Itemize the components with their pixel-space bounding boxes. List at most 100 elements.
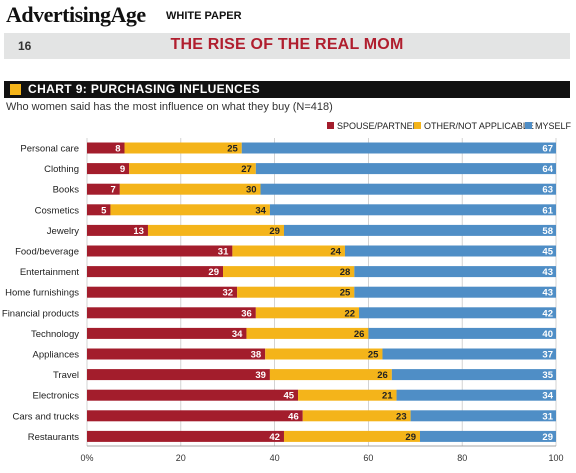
bar-segment bbox=[87, 389, 299, 401]
data-label: 7 bbox=[111, 185, 116, 196]
data-label: 67 bbox=[542, 144, 553, 155]
bar-segment bbox=[119, 183, 261, 195]
bar-segment bbox=[269, 204, 556, 216]
bar-segment bbox=[368, 327, 556, 339]
data-label: 58 bbox=[542, 226, 553, 237]
bar-segment bbox=[129, 163, 256, 175]
data-label: 13 bbox=[133, 226, 144, 237]
x-tick-label: 40 bbox=[270, 453, 280, 463]
data-label: 29 bbox=[208, 267, 219, 278]
category-label: Personal care bbox=[20, 144, 79, 155]
bar-segment bbox=[255, 307, 360, 319]
bar-segment bbox=[241, 142, 556, 154]
data-label: 8 bbox=[115, 144, 120, 155]
bar-segment bbox=[147, 224, 284, 236]
data-label: 24 bbox=[330, 247, 341, 258]
data-label: 45 bbox=[542, 247, 553, 258]
bar-segment bbox=[87, 204, 111, 216]
category-label: Entertainment bbox=[20, 267, 80, 278]
data-label: 46 bbox=[288, 411, 299, 422]
category-label: Clothing bbox=[44, 164, 79, 175]
category-label: Electronics bbox=[33, 391, 80, 402]
legend-label: OTHER/NOT APPLICABLE bbox=[424, 121, 534, 131]
x-tick-label: 20 bbox=[176, 453, 186, 463]
data-label: 28 bbox=[340, 267, 351, 278]
bar-segment bbox=[354, 266, 556, 278]
bar-segment bbox=[87, 410, 303, 422]
data-label: 25 bbox=[340, 288, 351, 299]
data-label: 38 bbox=[251, 350, 262, 361]
bar-segment bbox=[237, 286, 355, 298]
bar-segment bbox=[419, 430, 556, 442]
bar-segment bbox=[283, 224, 556, 236]
data-label: 21 bbox=[382, 391, 393, 402]
data-label: 42 bbox=[542, 308, 553, 319]
page-number: 16 bbox=[18, 39, 32, 53]
masthead: AdvertisingAge WHITE PAPER bbox=[0, 0, 576, 30]
category-label: Appliances bbox=[33, 350, 80, 361]
bar-segment bbox=[110, 204, 270, 216]
bar-segment bbox=[298, 389, 397, 401]
data-label: 23 bbox=[396, 411, 407, 422]
category-label: Restaurants bbox=[28, 432, 79, 443]
data-label: 34 bbox=[542, 391, 553, 402]
x-tick-label: 60 bbox=[363, 453, 373, 463]
bar-segment bbox=[87, 163, 130, 175]
category-label: Cosmetics bbox=[35, 205, 80, 216]
bar-segment bbox=[87, 224, 148, 236]
x-tick-label: 100 bbox=[548, 453, 563, 463]
data-label: 25 bbox=[227, 144, 238, 155]
data-label: 31 bbox=[542, 411, 553, 422]
chart-title: CHART 9: PURCHASING INFLUENCES bbox=[28, 82, 261, 96]
legend-label: SPOUSE/PARTNER bbox=[337, 121, 420, 131]
section-label: WHITE PAPER bbox=[166, 10, 242, 22]
bar-segment bbox=[283, 430, 420, 442]
bar-segment bbox=[87, 327, 247, 339]
bar-segment bbox=[246, 327, 369, 339]
legend-swatch bbox=[327, 122, 334, 129]
chart-header-square bbox=[10, 84, 21, 95]
bar-segment bbox=[87, 183, 120, 195]
data-label: 35 bbox=[542, 370, 553, 381]
legend-label: MYSELF bbox=[535, 121, 572, 131]
bar-segment bbox=[359, 307, 556, 319]
data-label: 63 bbox=[542, 185, 553, 196]
data-label: 26 bbox=[354, 329, 365, 340]
bar-segment bbox=[269, 369, 392, 381]
bar-segment bbox=[87, 286, 238, 298]
category-label: Cars and trucks bbox=[12, 411, 79, 422]
x-tick-label: 80 bbox=[457, 453, 467, 463]
category-label: Home furnishings bbox=[5, 288, 79, 299]
data-label: 29 bbox=[269, 226, 280, 237]
category-label: Travel bbox=[53, 370, 79, 381]
data-label: 22 bbox=[344, 308, 355, 319]
data-label: 40 bbox=[542, 329, 553, 340]
data-label: 37 bbox=[542, 350, 553, 361]
brand-logo: AdvertisingAge bbox=[6, 2, 146, 27]
category-label: Food/beverage bbox=[15, 247, 79, 258]
chart-header: CHART 9: PURCHASING INFLUENCES bbox=[4, 81, 570, 98]
data-label: 39 bbox=[255, 370, 266, 381]
data-label: 29 bbox=[542, 432, 553, 443]
data-label: 31 bbox=[218, 247, 229, 258]
bar-segment bbox=[410, 410, 556, 422]
x-tick-label: 0% bbox=[80, 453, 93, 463]
data-label: 5 bbox=[101, 205, 107, 216]
bar-segment bbox=[396, 389, 556, 401]
legend-swatch bbox=[414, 122, 421, 129]
data-label: 42 bbox=[269, 432, 280, 443]
title-band: 16 THE RISE OF THE REAL MOM bbox=[4, 33, 570, 59]
bar-segment bbox=[223, 266, 355, 278]
bar-segment bbox=[232, 245, 345, 257]
data-label: 45 bbox=[283, 391, 294, 402]
bar-segment bbox=[302, 410, 411, 422]
bar-segment bbox=[87, 369, 270, 381]
bar-segment bbox=[87, 266, 224, 278]
bar-segment bbox=[344, 245, 556, 257]
bar-segment bbox=[354, 286, 556, 298]
data-label: 34 bbox=[255, 205, 266, 216]
data-label: 36 bbox=[241, 308, 252, 319]
category-label: Jewelry bbox=[47, 226, 79, 237]
bar-segment bbox=[87, 430, 284, 442]
